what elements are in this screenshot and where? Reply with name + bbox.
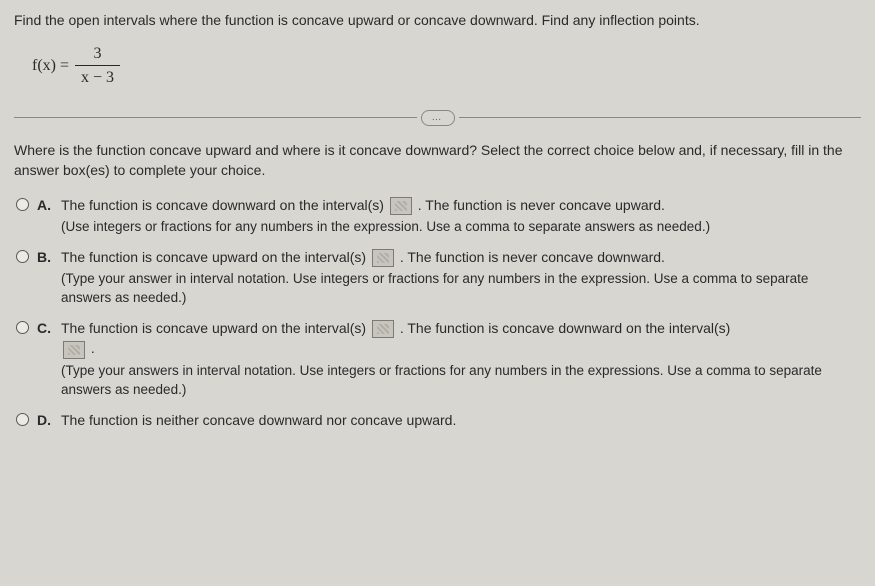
choice-c-text-mid: . The function is concave downward on th… [400,320,730,336]
section-divider: … [14,110,861,127]
radio-d[interactable] [16,413,29,426]
divider-line-right [459,117,862,118]
choice-b[interactable]: B. The function is concave upward on the… [14,247,861,308]
choice-a-hint: (Use integers or fractions for any numbe… [61,217,861,237]
answer-box-c2[interactable] [63,341,85,359]
sub-question-prompt: Where is the function concave upward and… [14,140,861,181]
divider-line-left [14,117,417,118]
choice-b-text-after: . The function is never concave downward… [400,249,665,265]
choice-c-hint: (Type your answers in interval notation.… [61,361,861,400]
choice-d[interactable]: D. The function is neither concave downw… [14,410,861,430]
numerator: 3 [88,42,108,65]
choice-a-text-before: The function is concave downward on the … [61,197,388,213]
choice-c[interactable]: C. The function is concave upward on the… [14,318,861,400]
answer-box-c1[interactable] [372,320,394,338]
choice-b-text-before: The function is concave upward on the in… [61,249,370,265]
choice-b-body: The function is concave upward on the in… [61,247,861,308]
answer-box-b[interactable] [372,249,394,267]
radio-a[interactable] [16,198,29,211]
choice-a[interactable]: A. The function is concave downward on t… [14,195,861,237]
ellipsis-button[interactable]: … [421,110,455,127]
question-prompt: Find the open intervals where the functi… [14,10,861,30]
function-formula: f(x) = 3 x − 3 [32,42,861,89]
choice-b-hint: (Type your answer in interval notation. … [61,269,861,308]
choice-a-label: A. [37,195,55,215]
choice-a-body: The function is concave downward on the … [61,195,861,237]
answer-box-a[interactable] [390,197,412,215]
choice-a-text-after: . The function is never concave upward. [418,197,665,213]
fraction: 3 x − 3 [75,42,120,89]
choice-c-text-before: The function is concave upward on the in… [61,320,370,336]
choice-c-label: C. [37,318,55,338]
function-lhs: f(x) = [32,54,69,77]
choice-d-body: The function is neither concave downward… [61,410,861,430]
radio-b[interactable] [16,250,29,263]
choice-b-label: B. [37,247,55,267]
choice-c-text-after: . [91,340,95,356]
radio-c[interactable] [16,321,29,334]
denominator: x − 3 [75,65,120,89]
choice-c-body: The function is concave upward on the in… [61,318,861,400]
choice-d-label: D. [37,410,55,430]
choice-d-text: The function is neither concave downward… [61,412,456,428]
